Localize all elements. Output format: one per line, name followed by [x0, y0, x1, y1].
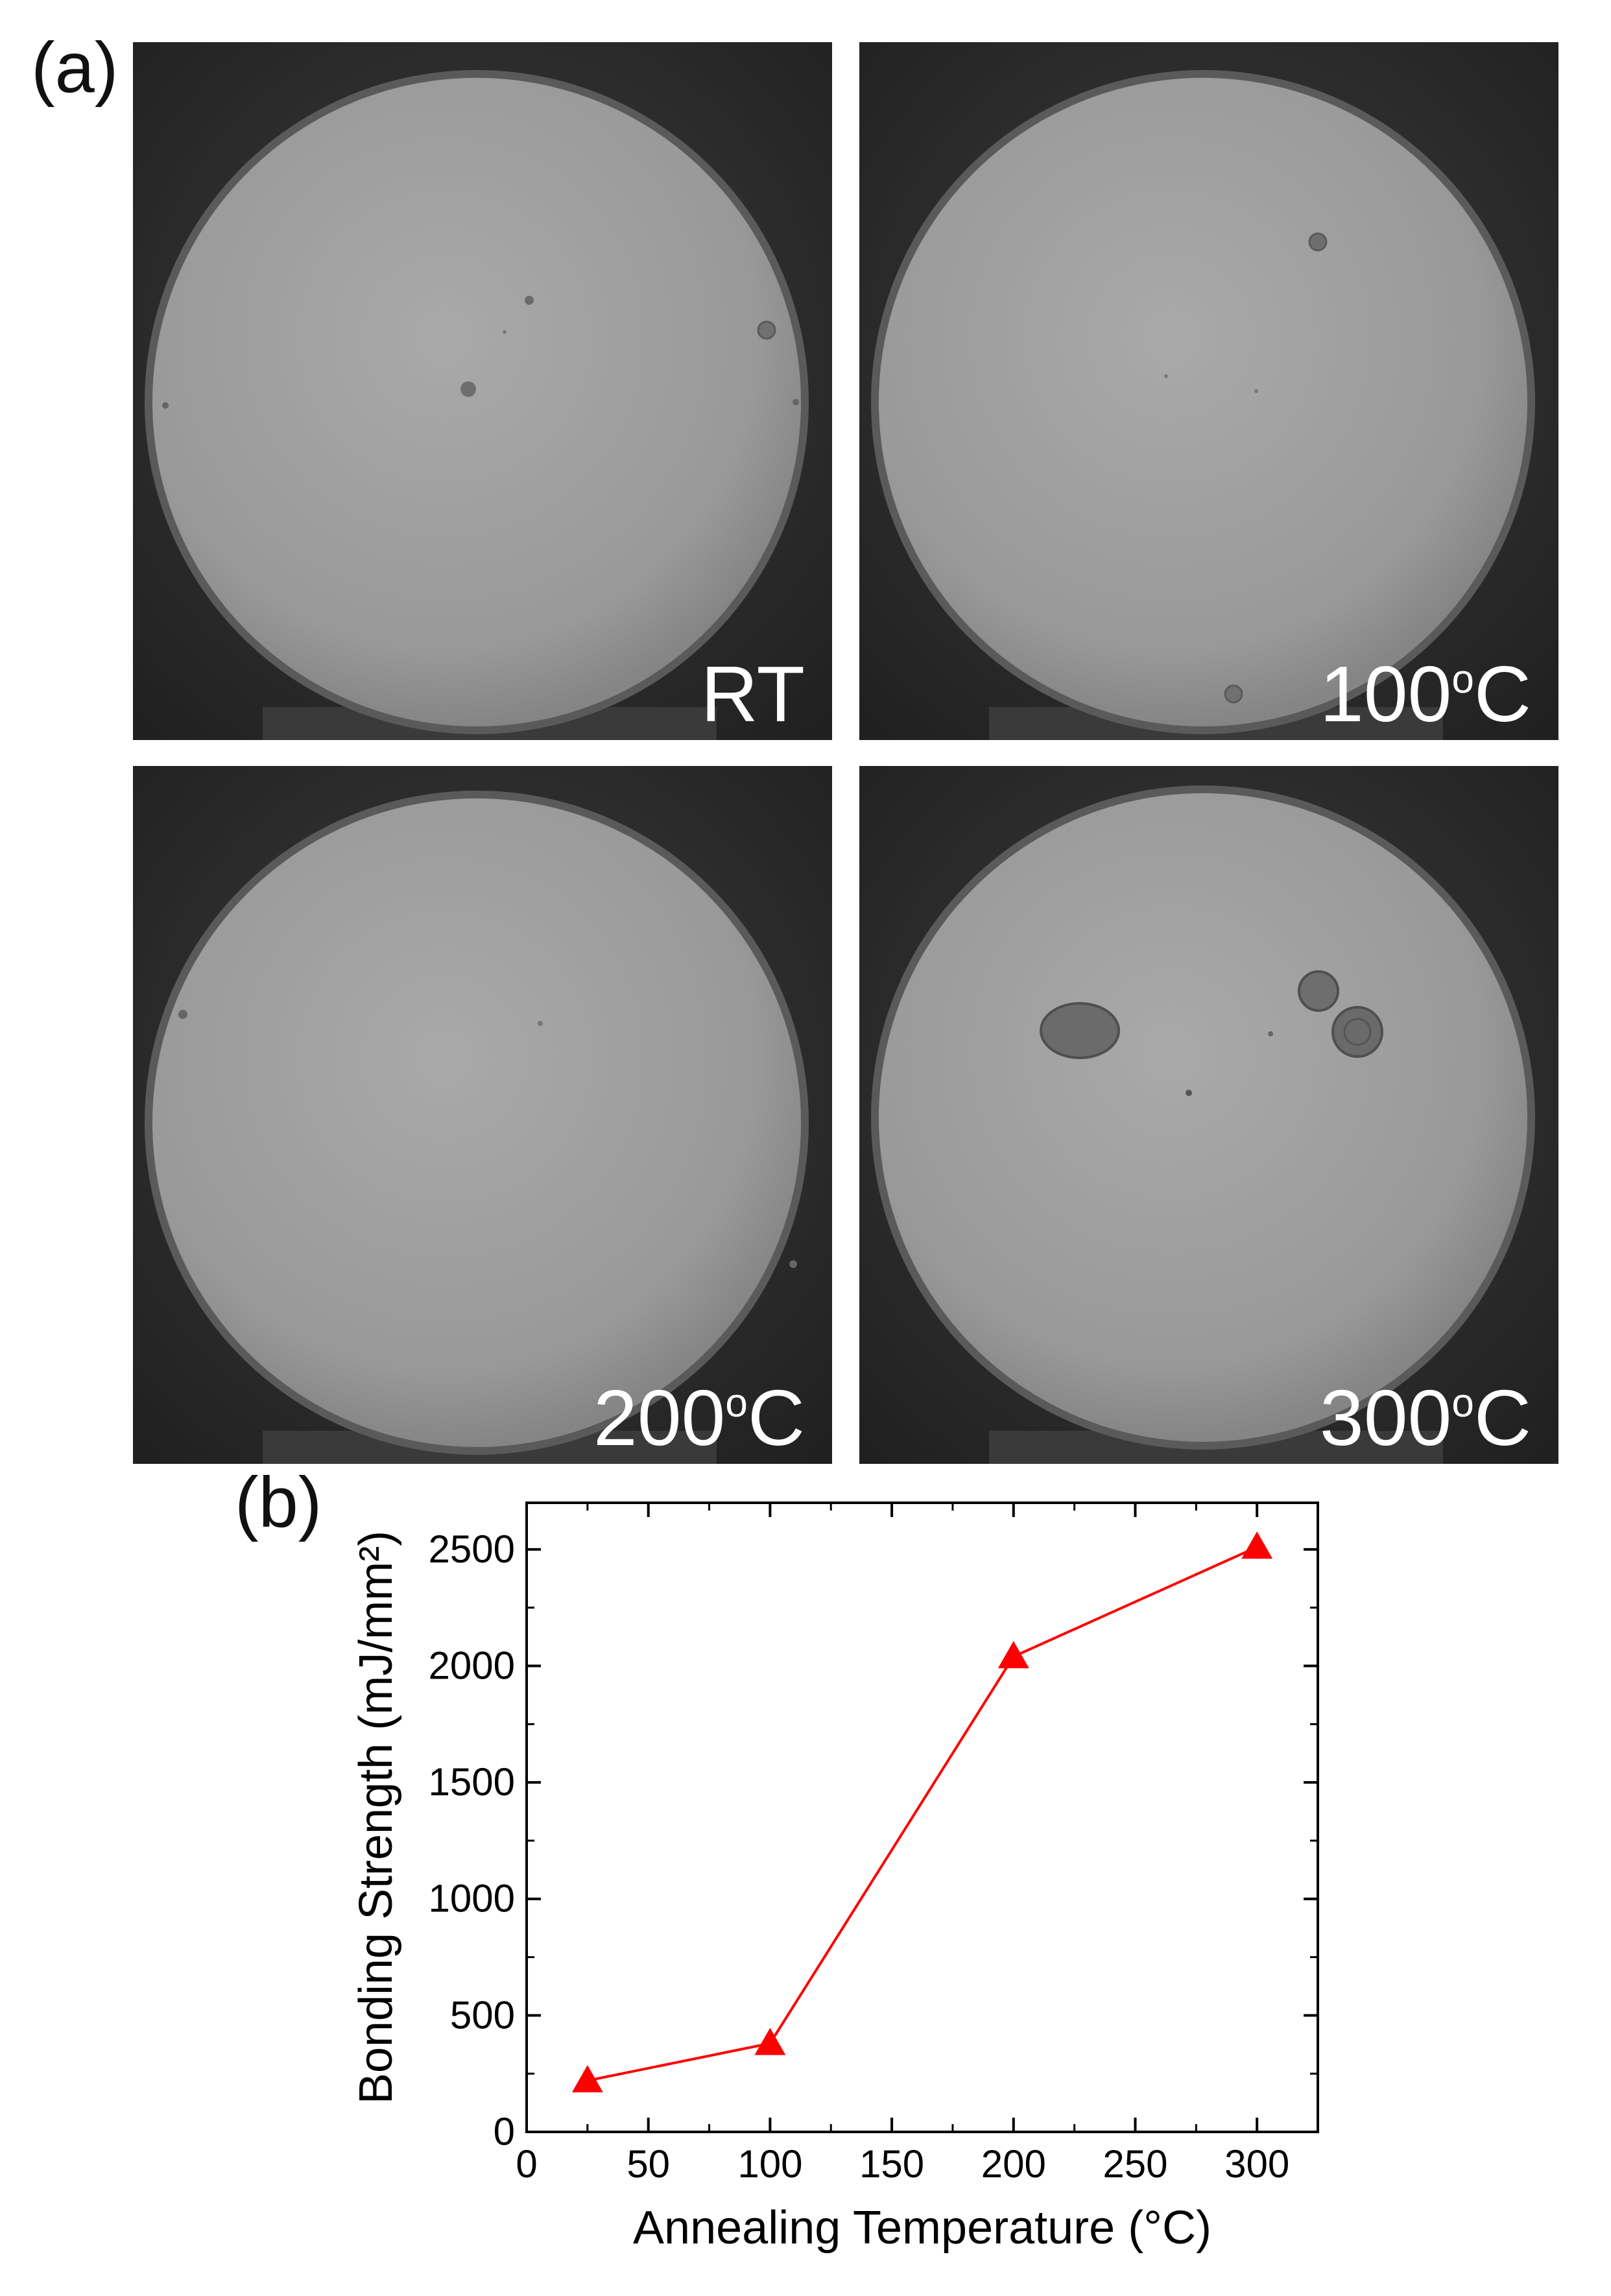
temperature-label-100c: 100oC	[1319, 650, 1531, 738]
panel-a-label: (a)	[31, 28, 119, 108]
x-tick-label: 250	[1103, 2142, 1167, 2186]
wafer-image-300c	[859, 766, 1558, 1464]
x-tick-label: 150	[859, 2142, 924, 2186]
panel-b-label: (b)	[235, 1463, 322, 1542]
defect-spot	[178, 1010, 187, 1019]
x-tick-label: 200	[981, 2142, 1046, 2186]
wafer-photo-200c: 200oC	[133, 766, 832, 1464]
wafer-image-rt	[133, 42, 832, 740]
x-tick-label: 300	[1224, 2142, 1289, 2186]
temperature-label-200c: 200oC	[593, 1374, 805, 1462]
wafer-photo-100c: 100oC	[859, 42, 1558, 740]
wafer-image-100c	[859, 42, 1558, 740]
wafer-photo-rt: RT	[133, 42, 832, 740]
data-point-triangle	[1241, 1531, 1273, 1559]
temperature-label-rt: RT	[700, 650, 805, 738]
y-axis-label: Bonding Strength (mJ/mm²)	[350, 1531, 402, 2104]
defect-spot	[460, 381, 476, 397]
x-tick-label: 100	[737, 2142, 802, 2186]
temperature-label-300c: 300oC	[1319, 1374, 1531, 1462]
chart-svg: 0 50 100 150 200 250 300 05001000150020002500 …	[350, 1501, 1319, 2254]
y-tick-label: 2000	[429, 1644, 515, 1687]
data-point-triangle	[571, 2064, 603, 2092]
void-bubble	[1040, 1002, 1120, 1059]
series-line	[587, 1546, 1258, 2082]
x-axis-label: Annealing Temperature (°C)	[633, 2202, 1211, 2254]
defect-spot	[1308, 232, 1328, 252]
y-tick-label: 1500	[429, 1760, 515, 1804]
y-tick-label: 1000	[429, 1877, 515, 1920]
x-tick-label: 0	[516, 2142, 537, 2186]
bonding-strength-chart: 0 50 100 150 200 250 300 0 500 1000 1500 2000 2500 …	[346, 1483, 1352, 2293]
x-tick-label: 50	[626, 2142, 670, 2186]
y-tick-label: 500	[450, 1993, 515, 2037]
data-point-triangle	[754, 2027, 786, 2055]
y-tick-label: 2500	[429, 1527, 515, 1571]
plot-frame	[525, 1501, 1319, 2133]
y-tick-label: 0	[494, 2110, 515, 2153]
data-point-triangle	[997, 1641, 1029, 1669]
wafer-image-200c	[133, 766, 832, 1464]
wafer-photo-300c: 300oC	[859, 766, 1558, 1464]
